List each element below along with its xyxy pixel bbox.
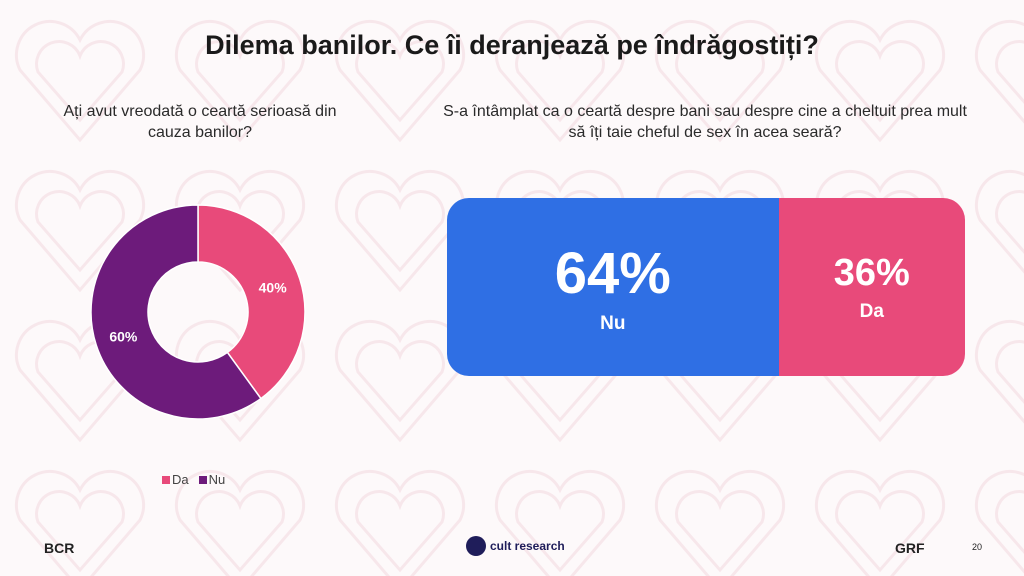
donut-question: Ați avut vreodată o ceartă serioasă din … xyxy=(63,103,337,141)
page-number: 20 xyxy=(972,542,983,552)
bar-value-label: 64% xyxy=(554,240,671,306)
bar-category-label: Nu xyxy=(600,312,626,334)
bar-segment-da: 36% Da xyxy=(778,198,965,376)
donut-legend: Da Nu xyxy=(162,472,225,487)
bar-value-label: 36% xyxy=(833,251,910,294)
cult-research-logo: cult research xyxy=(466,536,565,556)
cult-research-text: cult research xyxy=(490,539,565,553)
donut-chart: 40% 60% xyxy=(90,204,306,420)
page-title: Dilema banilor. Ce îi deranjează pe îndr… xyxy=(205,30,819,60)
bar-segment-nu: 64% Nu xyxy=(447,198,779,376)
grf-logo: GRF xyxy=(895,540,925,556)
bar-category-label: Da xyxy=(859,300,884,322)
legend-label: Da xyxy=(172,472,189,487)
donut-slice-nu xyxy=(90,204,262,420)
donut-slice-da xyxy=(197,204,306,400)
donut-value-label: 60% xyxy=(109,328,138,344)
stacked-bar: 64% Nu 36% Da xyxy=(447,198,965,376)
legend-item-nu: Nu xyxy=(198,472,226,487)
legend-label: Nu xyxy=(208,472,226,487)
bar-question: S-a întâmplat ca o ceartă despre bani sa… xyxy=(443,103,967,141)
donut-value-label: 40% xyxy=(259,280,288,296)
bcr-logo: BCR xyxy=(44,540,75,556)
legend-item-da: Da xyxy=(162,472,189,487)
